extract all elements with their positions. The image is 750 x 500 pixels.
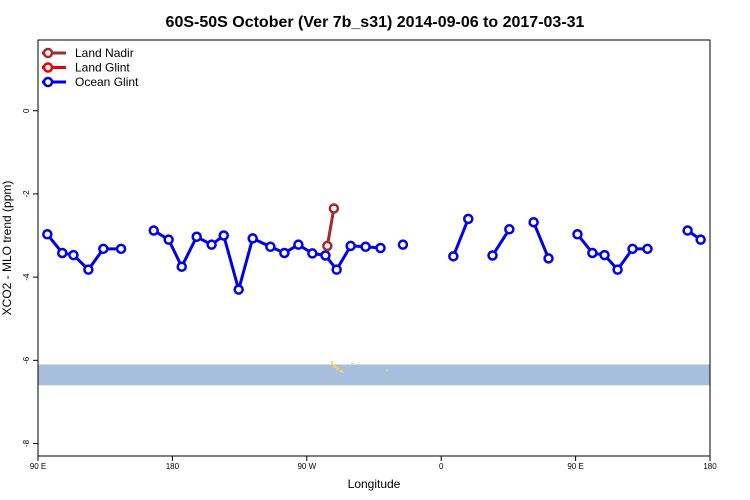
data-point — [176, 261, 187, 272]
land-mark — [386, 370, 388, 371]
series-line — [451, 218, 470, 257]
data-point — [293, 239, 304, 250]
series-line — [152, 229, 381, 292]
legend-label: Land Nadir — [75, 46, 134, 60]
ocean-band — [38, 364, 710, 386]
data-point — [463, 213, 474, 225]
x-tick-label: 90 W — [297, 462, 316, 471]
data-point — [247, 233, 258, 244]
y-axis-label: XCO2 - MLO trend (ppm) — [0, 181, 14, 316]
data-point — [487, 250, 498, 261]
legend-marker — [42, 76, 54, 88]
plot-frame — [37, 39, 711, 457]
data-point — [163, 234, 174, 245]
data-point — [83, 264, 94, 275]
data-point — [572, 229, 583, 240]
map-background — [38, 361, 710, 386]
legend-label: Ocean Glint — [75, 75, 139, 89]
data-point — [233, 284, 244, 295]
land-mark — [333, 364, 336, 368]
x-tick-label: 90 E — [567, 462, 583, 471]
land-mark — [336, 367, 339, 370]
axis-ticks: 90 E 180 90 W 0 90 E 180 0 -2 -4 -6 -8 — [22, 108, 717, 471]
x-tick-label: 90 E — [30, 462, 46, 471]
data-point — [42, 229, 53, 240]
data-point — [68, 249, 79, 261]
data-point — [543, 253, 554, 264]
data-point — [307, 248, 318, 259]
data-point — [627, 243, 638, 255]
data-point — [218, 230, 229, 241]
data-point — [504, 224, 515, 235]
data-point — [328, 203, 340, 214]
data-point — [448, 251, 459, 262]
data-point — [642, 243, 653, 255]
x-axis-label: Longitude — [348, 477, 401, 491]
y-tick-label: -6 — [22, 356, 31, 364]
data-point — [206, 239, 217, 250]
series-layer — [42, 203, 706, 295]
data-point — [191, 231, 202, 243]
data-point — [528, 216, 539, 228]
x-tick-label: 180 — [166, 462, 180, 471]
data-point — [331, 264, 342, 275]
data-point — [345, 240, 356, 252]
x-tick-label: 180 — [703, 462, 717, 471]
data-point — [599, 249, 610, 261]
data-point — [57, 247, 68, 259]
land-mark — [351, 363, 354, 364]
data-point — [320, 250, 331, 261]
series-line — [532, 221, 550, 259]
data-point — [612, 264, 623, 275]
y-tick-label: -4 — [22, 273, 31, 281]
data-point — [115, 243, 127, 255]
data-point — [587, 247, 598, 259]
y-tick-label: -2 — [22, 190, 31, 198]
data-point — [682, 225, 693, 236]
legend-marker — [42, 62, 54, 73]
y-tick-label: -8 — [22, 439, 31, 447]
data-point — [695, 234, 706, 245]
x-tick-label: 0 — [439, 462, 444, 471]
data-point — [322, 240, 333, 252]
legend-marker — [42, 47, 54, 59]
series-line — [325, 208, 336, 247]
data-point — [360, 241, 371, 253]
data-point — [375, 242, 386, 254]
legend-label: Land Glint — [75, 61, 130, 75]
data-point — [98, 243, 109, 255]
data-point — [148, 225, 159, 236]
land-mark — [339, 370, 343, 372]
land-mark — [342, 372, 344, 373]
chart-title: 60S-50S October (Ver 7b_s31) 2014-09-06 … — [166, 14, 585, 31]
data-point — [397, 239, 409, 250]
y-tick-label: 0 — [22, 108, 31, 113]
land-mark — [331, 361, 333, 364]
data-point — [279, 247, 290, 259]
data-point — [265, 241, 276, 253]
